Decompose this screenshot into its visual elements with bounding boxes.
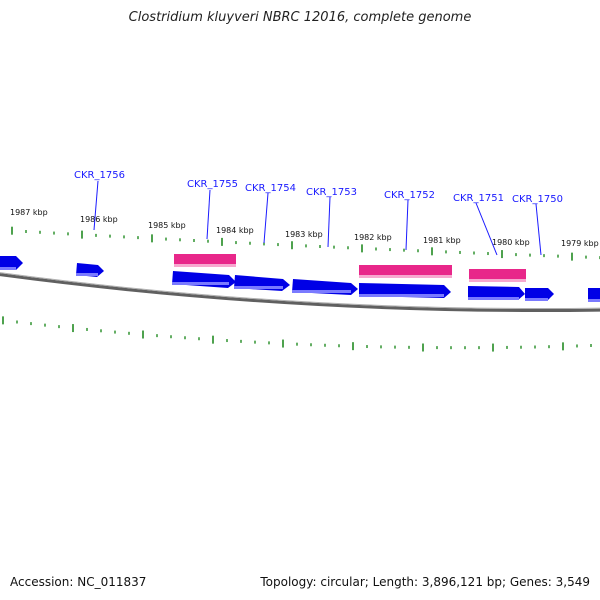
gene-forward-right-edge[interactable]	[588, 288, 600, 301]
accession-text: Accession: NC_011837	[10, 575, 147, 589]
kbp-labels: 1987 kbp 1986 kbp 1985 kbp 1984 kbp 1983…	[10, 208, 599, 248]
gene-label-1751[interactable]: CKR_1751	[453, 193, 504, 204]
gene-reverse-1752[interactable]	[359, 265, 452, 278]
leader-line-1753	[327, 196, 331, 248]
genome-title: Clostridium kluyveri NBRC 12016, complet…	[128, 10, 472, 25]
gene-label-1752[interactable]: CKR_1752	[384, 190, 435, 201]
gene-reverse-1752-shade	[359, 275, 452, 278]
gene-reverse-1755[interactable]	[174, 254, 236, 267]
forward-gene-shading	[0, 267, 600, 302]
gene-reverse-1755-shade	[174, 264, 236, 267]
leader-line-1752	[405, 199, 409, 251]
gene-label-lines	[93, 180, 542, 256]
tick-marks-outer	[11, 226, 600, 261]
kbp-label-1981: 1981 kbp	[423, 236, 461, 245]
leader-line-1750	[535, 203, 542, 256]
kbp-label-1982: 1982 kbp	[354, 233, 392, 242]
genome-backbone	[0, 273, 600, 313]
gene-reverse-1751-shade	[469, 279, 526, 282]
kbp-label-1983: 1983 kbp	[285, 230, 323, 239]
gene-forward-1755[interactable]	[172, 271, 236, 288]
kbp-label-1985: 1985 kbp	[148, 221, 186, 230]
genome-summary-text: Topology: circular; Length: 3,896,121 bp…	[260, 575, 590, 589]
kbp-label-1987: 1987 kbp	[10, 208, 48, 217]
gene-label-1754[interactable]: CKR_1754	[245, 183, 296, 194]
gene-forward-1751[interactable]	[468, 286, 525, 300]
leader-line-1756	[93, 180, 99, 231]
leader-line-1755	[206, 189, 211, 240]
gene-label-1755[interactable]: CKR_1755	[187, 179, 238, 190]
leader-line-1751	[475, 202, 498, 256]
gene-label-1750[interactable]: CKR_1750	[512, 194, 563, 205]
tick-marks-inner	[2, 316, 592, 352]
gene-forward-left-edge[interactable]	[0, 256, 23, 270]
leader-line-1754	[263, 192, 269, 244]
kbp-label-1984: 1984 kbp	[216, 226, 254, 235]
reverse-genes	[174, 254, 526, 282]
gene-labels: CKR_1756 CKR_1755 CKR_1754 CKR_1753 CKR_…	[74, 170, 563, 205]
gene-label-1756[interactable]: CKR_1756	[74, 170, 125, 181]
gene-label-1753[interactable]: CKR_1753	[306, 187, 357, 198]
gene-reverse-1751[interactable]	[469, 269, 526, 282]
gene-forward-1750[interactable]	[525, 288, 554, 300]
kbp-label-1986: 1986 kbp	[80, 215, 118, 224]
kbp-label-1979: 1979 kbp	[561, 239, 599, 248]
genome-backbone-highlight	[0, 272, 600, 310]
kbp-label-1980: 1980 kbp	[492, 238, 530, 247]
forward-genes	[0, 256, 600, 302]
